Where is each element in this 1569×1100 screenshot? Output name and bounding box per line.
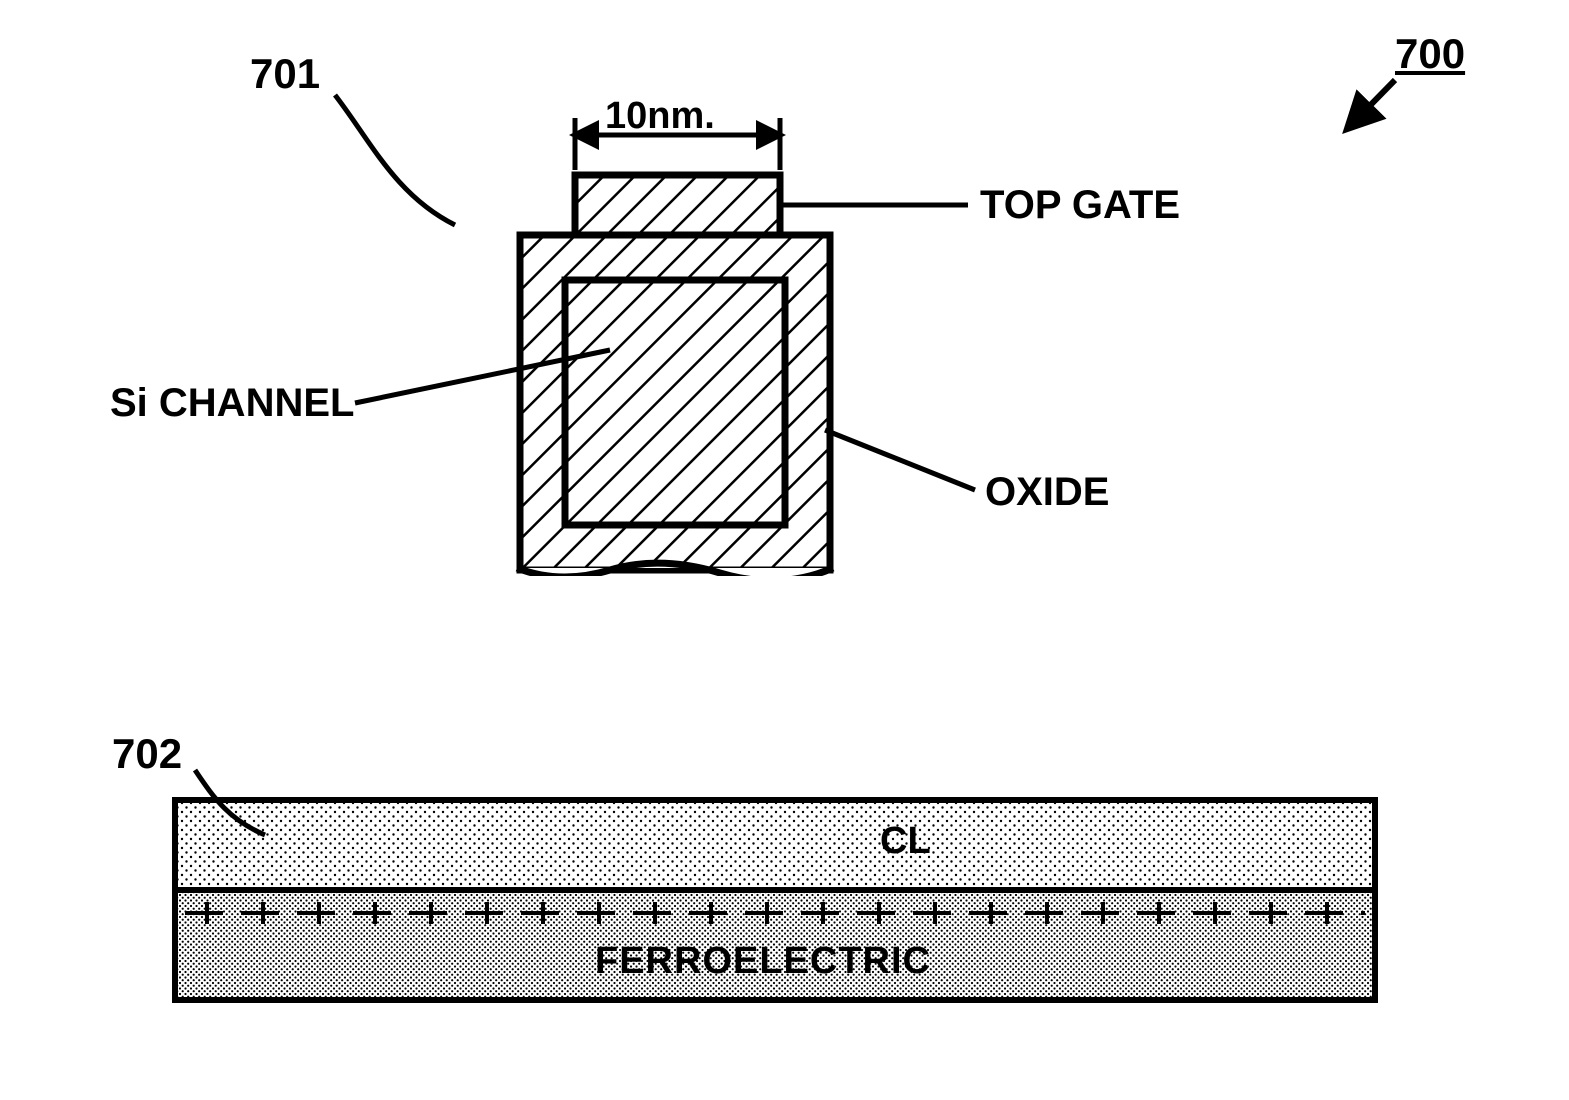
leader-oxide <box>825 430 975 490</box>
label-cl: CL <box>880 820 931 863</box>
ref-701: 701 <box>250 50 320 98</box>
label-ferroelectric: FERROELECTRIC <box>595 940 931 983</box>
transistor-701 <box>515 175 835 596</box>
label-oxide: OXIDE <box>985 470 1109 515</box>
dimension-label: 10nm. <box>605 95 715 138</box>
ref-700: 700 <box>1395 30 1465 78</box>
diagram-canvas <box>0 0 1569 1100</box>
label-top-gate: TOP GATE <box>980 183 1180 228</box>
top-gate <box>575 175 780 235</box>
ref-700-arrow <box>1348 80 1395 128</box>
si-channel <box>565 280 785 525</box>
leader-701 <box>335 95 455 225</box>
cl-layer <box>175 800 1375 890</box>
ref-702: 702 <box>112 730 182 778</box>
label-si-channel: Si CHANNEL <box>110 381 354 426</box>
